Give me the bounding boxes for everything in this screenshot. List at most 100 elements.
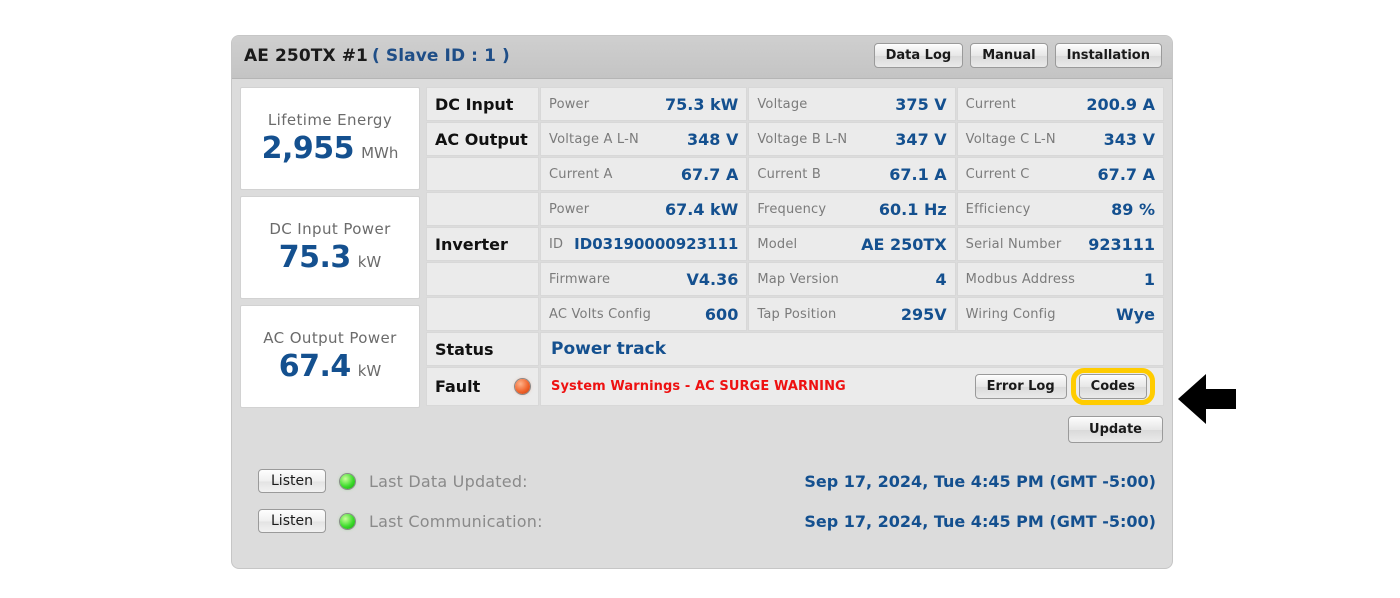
status-footer: Listen Last Data Updated: Sep 17, 2024, … (240, 461, 1164, 541)
status-value: Power track (551, 339, 667, 359)
cell-key: Current B (757, 166, 822, 182)
cell-key: Modbus Address (965, 271, 1076, 287)
telemetry-table: DC Input Power 75.3 kW Voltage 375 V Cur… (426, 87, 1164, 408)
update-row: Update (240, 416, 1164, 443)
cell-key: Power (549, 201, 590, 217)
row-label-dc-input: DC Input (426, 87, 539, 121)
cell-key: Current C (965, 166, 1030, 182)
cell-key: Serial Number (965, 236, 1062, 252)
fault-label-text: Fault (435, 377, 481, 396)
stat-value: 75.3 (278, 240, 352, 275)
cell-value: 67.1 A (889, 164, 947, 184)
codes-button-highlight-wrap: Codes (1070, 368, 1155, 405)
error-log-button[interactable]: Error Log (974, 374, 1067, 399)
stat-value-row: 75.3 kW (279, 240, 382, 275)
fault-button-group: Error Log Codes (974, 368, 1155, 405)
installation-button[interactable]: Installation (1054, 43, 1162, 68)
cell-key: Voltage A L-N (549, 131, 639, 147)
cell-key: Map Version (757, 271, 839, 287)
last-communication-time: Sep 17, 2024, Tue 4:45 PM (GMT -5:00) (804, 511, 1156, 531)
stat-label: DC Input Power (269, 220, 391, 238)
cell-map-version: Map Version 4 (748, 262, 956, 296)
cell-value: 4 (935, 269, 947, 289)
cell-voltage-a: Voltage A L-N 348 V (540, 122, 748, 156)
comm-status-led-icon (339, 513, 355, 529)
row-label-blank (426, 297, 539, 331)
stat-card-lifetime-energy: Lifetime Energy 2,955 MWh (240, 87, 420, 190)
stat-value-row: 2,955 MWh (262, 131, 399, 166)
cell-model: Model AE 250TX (748, 227, 956, 261)
cell-value: 923111 (1088, 234, 1155, 254)
cell-key: AC Volts Config (549, 306, 652, 322)
cell-firmware: Firmware V4.36 (540, 262, 748, 296)
left-pointing-arrow-icon (1178, 374, 1236, 424)
panel-titlebar: AE 250TX #1( Slave ID : 1 ) Data Log Man… (232, 36, 1172, 79)
cell-key: Firmware (549, 271, 611, 287)
row-label-fault: Fault (426, 367, 539, 406)
cell-key: ID (549, 236, 564, 252)
table-row-ac-output-voltages: AC Output Voltage A L-N 348 V Voltage B … (426, 122, 1164, 156)
titlebar-button-group: Data Log Manual Installation (873, 43, 1162, 68)
table-row-inverter-config: AC Volts Config 600 Tap Position 295V Wi… (426, 297, 1164, 331)
cell-value: 89 % (1111, 199, 1155, 219)
stat-card-dc-input-power: DC Input Power 75.3 kW (240, 196, 420, 299)
cell-status-value: Power track (540, 332, 1164, 366)
cell-key: Voltage C L-N (965, 131, 1056, 147)
cell-ac-power: Power 67.4 kW (540, 192, 748, 226)
stat-value: 67.4 (278, 349, 352, 384)
footer-row-last-communication: Listen Last Communication: Sep 17, 2024,… (258, 501, 1162, 541)
cell-value: V4.36 (686, 269, 739, 289)
cell-voltage-b: Voltage B L-N 347 V (748, 122, 956, 156)
table-row-ac-output-power: Power 67.4 kW Frequency 60.1 Hz Efficien… (426, 192, 1164, 226)
cell-value: 347 V (895, 129, 947, 149)
cell-modbus-address: Modbus Address 1 (956, 262, 1164, 296)
table-row-dc-input: DC Input Power 75.3 kW Voltage 375 V Cur… (426, 87, 1164, 121)
stat-label: Lifetime Energy (267, 111, 393, 129)
table-row-ac-output-currents: Current A 67.7 A Current B 67.1 A Curren… (426, 157, 1164, 191)
cell-ac-volts-config: AC Volts Config 600 (540, 297, 748, 331)
cell-key: Model (757, 236, 798, 252)
cell-value: 200.9 A (1086, 94, 1155, 114)
data-log-button[interactable]: Data Log (873, 43, 964, 68)
cell-value: 67.7 A (1097, 164, 1155, 184)
cell-wiring-config: Wiring Config Wye (956, 297, 1164, 331)
stat-unit: kW (357, 362, 382, 380)
fault-led-icon (515, 379, 530, 394)
cell-key: Voltage (757, 96, 808, 112)
last-data-updated-label: Last Data Updated: (368, 471, 528, 491)
row-label-ac-output: AC Output (426, 122, 539, 156)
row-label-status: Status (426, 332, 539, 366)
cell-value: Wye (1116, 304, 1155, 324)
cell-value: ID03190000923111 (574, 235, 739, 253)
cell-current-c: Current C 67.7 A (956, 157, 1164, 191)
cell-current-b: Current B 67.1 A (748, 157, 956, 191)
cell-value: 67.4 kW (664, 199, 739, 219)
cell-value: 343 V (1103, 129, 1155, 149)
cell-key: Current (965, 96, 1016, 112)
cell-value: AE 250TX (861, 234, 947, 254)
cell-frequency: Frequency 60.1 Hz (748, 192, 956, 226)
table-row-status: Status Power track (426, 332, 1164, 366)
cell-key: Frequency (757, 201, 827, 217)
cell-key: Voltage B L-N (757, 131, 848, 147)
row-label-blank (426, 157, 539, 191)
cell-current-a: Current A 67.7 A (540, 157, 748, 191)
page-title: AE 250TX #1( Slave ID : 1 ) (244, 46, 510, 66)
update-button[interactable]: Update (1068, 416, 1163, 443)
cell-tap-position: Tap Position 295V (748, 297, 956, 331)
cell-value: 295V (900, 304, 947, 324)
codes-button[interactable]: Codes (1078, 374, 1147, 399)
cell-dc-power: Power 75.3 kW (540, 87, 748, 121)
manual-button[interactable]: Manual (970, 43, 1048, 68)
cell-value: 348 V (686, 129, 739, 149)
table-row-inverter-identity: Inverter ID ID03190000923111 Model AE 25… (426, 227, 1164, 261)
listen-button-comm[interactable]: Listen (258, 509, 326, 533)
fault-message: System Warnings - AC SURGE WARNING (551, 379, 846, 394)
stat-value: 2,955 (261, 131, 355, 166)
cell-key: Power (549, 96, 590, 112)
page-title-slave-id: ( Slave ID : 1 ) (371, 46, 510, 66)
cell-key: Wiring Config (965, 306, 1056, 322)
footer-row-last-data-updated: Listen Last Data Updated: Sep 17, 2024, … (258, 461, 1162, 501)
listen-button-data[interactable]: Listen (258, 469, 326, 493)
stat-card-ac-output-power: AC Output Power 67.4 kW (240, 305, 420, 408)
